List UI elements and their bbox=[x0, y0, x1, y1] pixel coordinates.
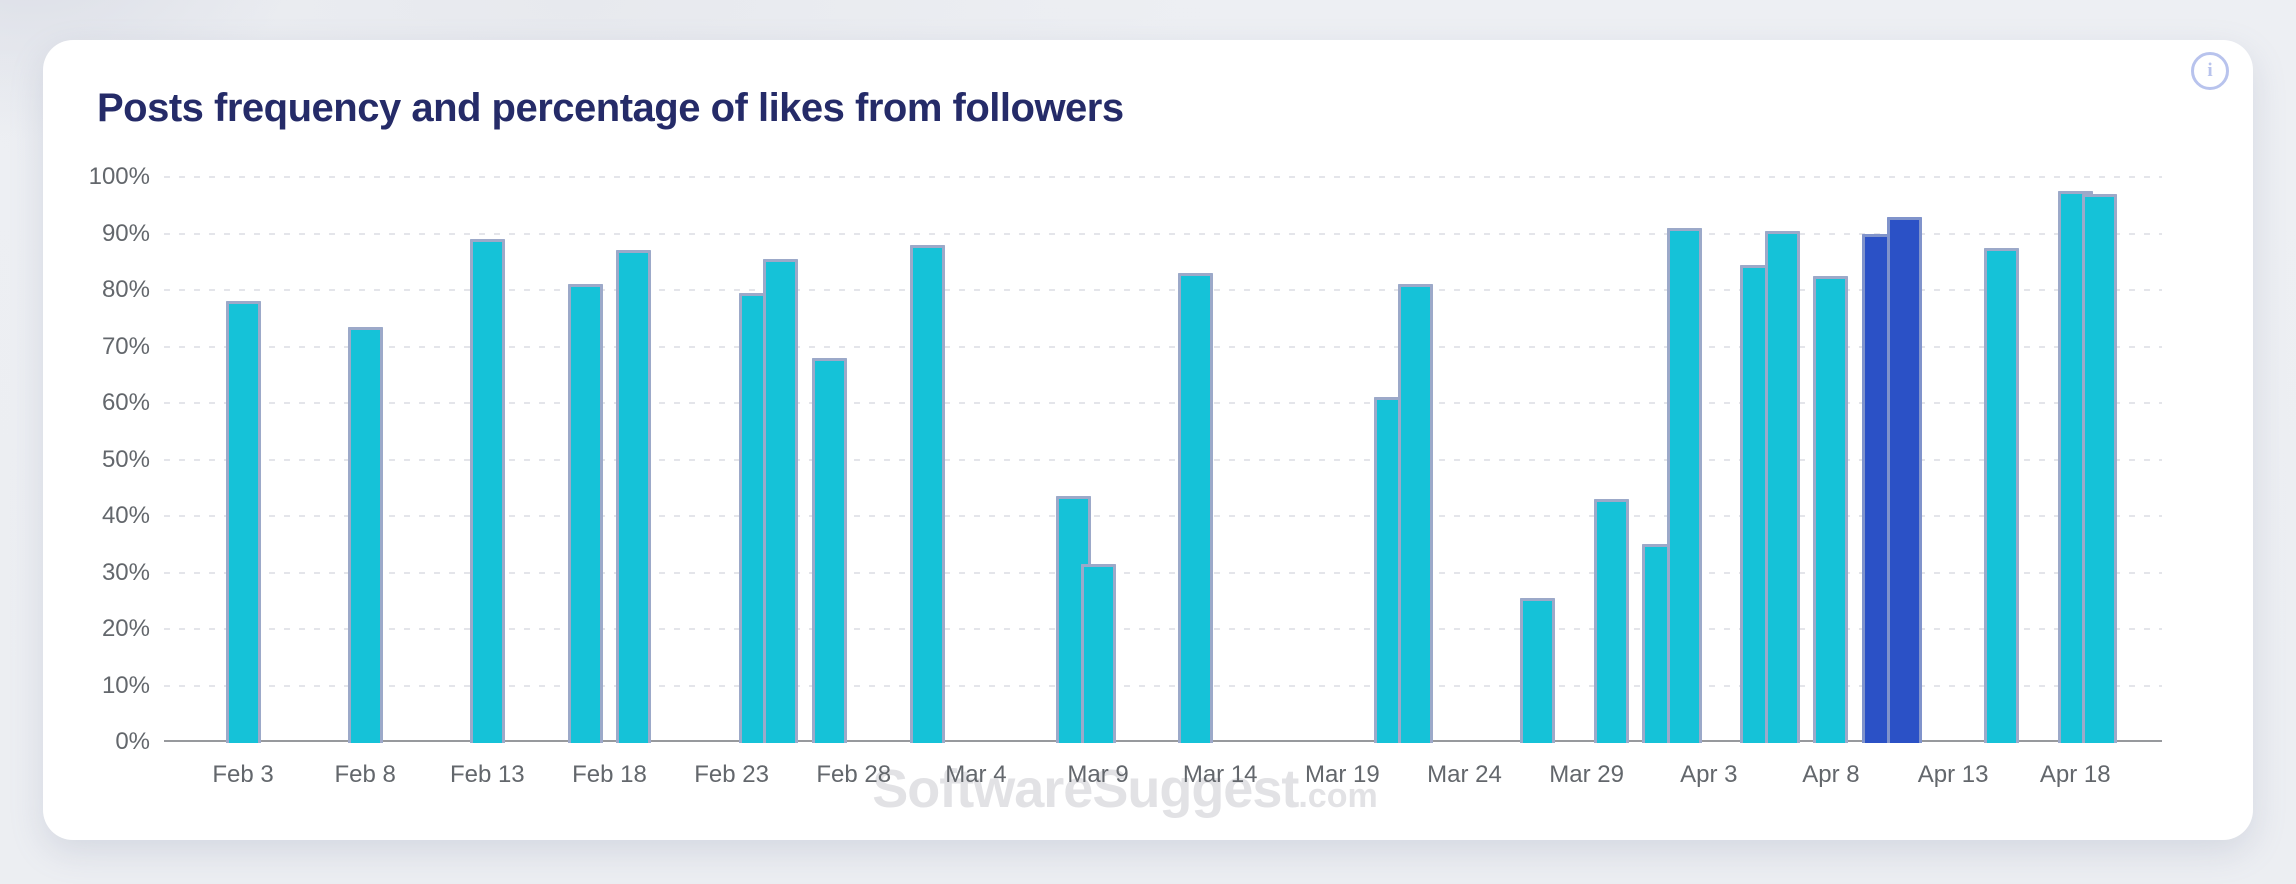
plot-area: 0% 10% 20% 30% 40% 50% 60% 70% 80% 90% 100% Feb 3 Fe… bbox=[89, 163, 2162, 788]
x-axis-label: Apr 3 bbox=[1680, 761, 1738, 788]
y-axis-label: 20% bbox=[101, 615, 150, 642]
bar[interactable] bbox=[1398, 284, 1434, 743]
y-axis-label: 40% bbox=[101, 502, 150, 529]
y-axis-label: 0% bbox=[115, 728, 150, 755]
h-gridline bbox=[164, 515, 2162, 517]
bar[interactable] bbox=[225, 301, 261, 743]
x-axis-label: Mar 4 bbox=[945, 761, 1007, 788]
x-axis-label: Feb 8 bbox=[334, 761, 396, 788]
bar[interactable] bbox=[811, 357, 847, 743]
bar[interactable] bbox=[1080, 564, 1116, 743]
bar[interactable] bbox=[1666, 227, 1702, 743]
x-axis-label: Mar 9 bbox=[1067, 761, 1129, 788]
bar[interactable] bbox=[469, 239, 505, 743]
x-axis-label: Feb 3 bbox=[212, 761, 274, 788]
bar-highlighted[interactable] bbox=[1886, 216, 1922, 743]
bar[interactable] bbox=[1764, 230, 1800, 743]
y-axis-label: 80% bbox=[101, 276, 150, 303]
y-axis-label: 60% bbox=[101, 389, 150, 416]
y-axis-label: 10% bbox=[101, 671, 150, 699]
x-axis-label: Feb 13 bbox=[449, 761, 525, 788]
info-icon-glyph: i bbox=[2207, 60, 2213, 81]
bar[interactable] bbox=[347, 326, 383, 743]
bar[interactable] bbox=[567, 284, 603, 743]
chart-title: Posts frequency and percentage of likes … bbox=[97, 86, 1124, 130]
h-gridline bbox=[164, 628, 2162, 630]
bar[interactable] bbox=[1984, 247, 2020, 743]
y-axis-label: 70% bbox=[101, 332, 150, 360]
x-axis-label: Mar 14 bbox=[1182, 761, 1258, 788]
y-axis-label: 30% bbox=[101, 558, 150, 586]
x-axis-label: Apr 13 bbox=[1917, 761, 1989, 788]
x-axis-label: Mar 19 bbox=[1304, 761, 1380, 788]
bar[interactable] bbox=[1593, 499, 1629, 743]
h-gridline bbox=[164, 345, 2162, 348]
watermark-text: SoftwareSuggest bbox=[872, 759, 1299, 819]
h-gridline bbox=[164, 458, 2162, 461]
x-axis-label: Apr 18 bbox=[2039, 761, 2111, 788]
h-gridline bbox=[164, 289, 2162, 291]
x-axis-label: Apr 8 bbox=[1802, 761, 1860, 788]
h-gridline bbox=[164, 176, 2162, 178]
bar[interactable] bbox=[909, 244, 945, 743]
bar[interactable] bbox=[1520, 597, 1556, 743]
watermark: SoftwareSuggest .com bbox=[872, 758, 1377, 820]
info-icon[interactable]: i bbox=[2191, 52, 2229, 90]
y-axis-label: 90% bbox=[101, 219, 150, 247]
y-axis-label: 100% bbox=[88, 163, 150, 190]
chart-card: Posts frequency and percentage of likes … bbox=[43, 40, 2253, 840]
h-gridline bbox=[164, 232, 2162, 235]
watermark-suffix: .com bbox=[1298, 777, 1378, 815]
x-axis-label: Mar 29 bbox=[1549, 761, 1624, 788]
bar[interactable] bbox=[1178, 273, 1214, 743]
h-gridline bbox=[164, 684, 2162, 687]
x-axis-label: Mar 24 bbox=[1427, 761, 1502, 788]
x-axis-label: Feb 23 bbox=[694, 761, 769, 788]
h-gridline bbox=[164, 402, 2162, 404]
x-axis-label: Feb 18 bbox=[572, 761, 647, 788]
y-axis-label: 50% bbox=[101, 445, 150, 473]
x-axis-line bbox=[164, 740, 2162, 742]
bar[interactable] bbox=[1813, 275, 1849, 743]
bar[interactable] bbox=[2082, 193, 2118, 743]
bar[interactable] bbox=[762, 258, 798, 743]
h-gridline bbox=[164, 571, 2162, 574]
bar[interactable] bbox=[616, 250, 652, 743]
x-axis-label: Feb 28 bbox=[816, 761, 892, 788]
